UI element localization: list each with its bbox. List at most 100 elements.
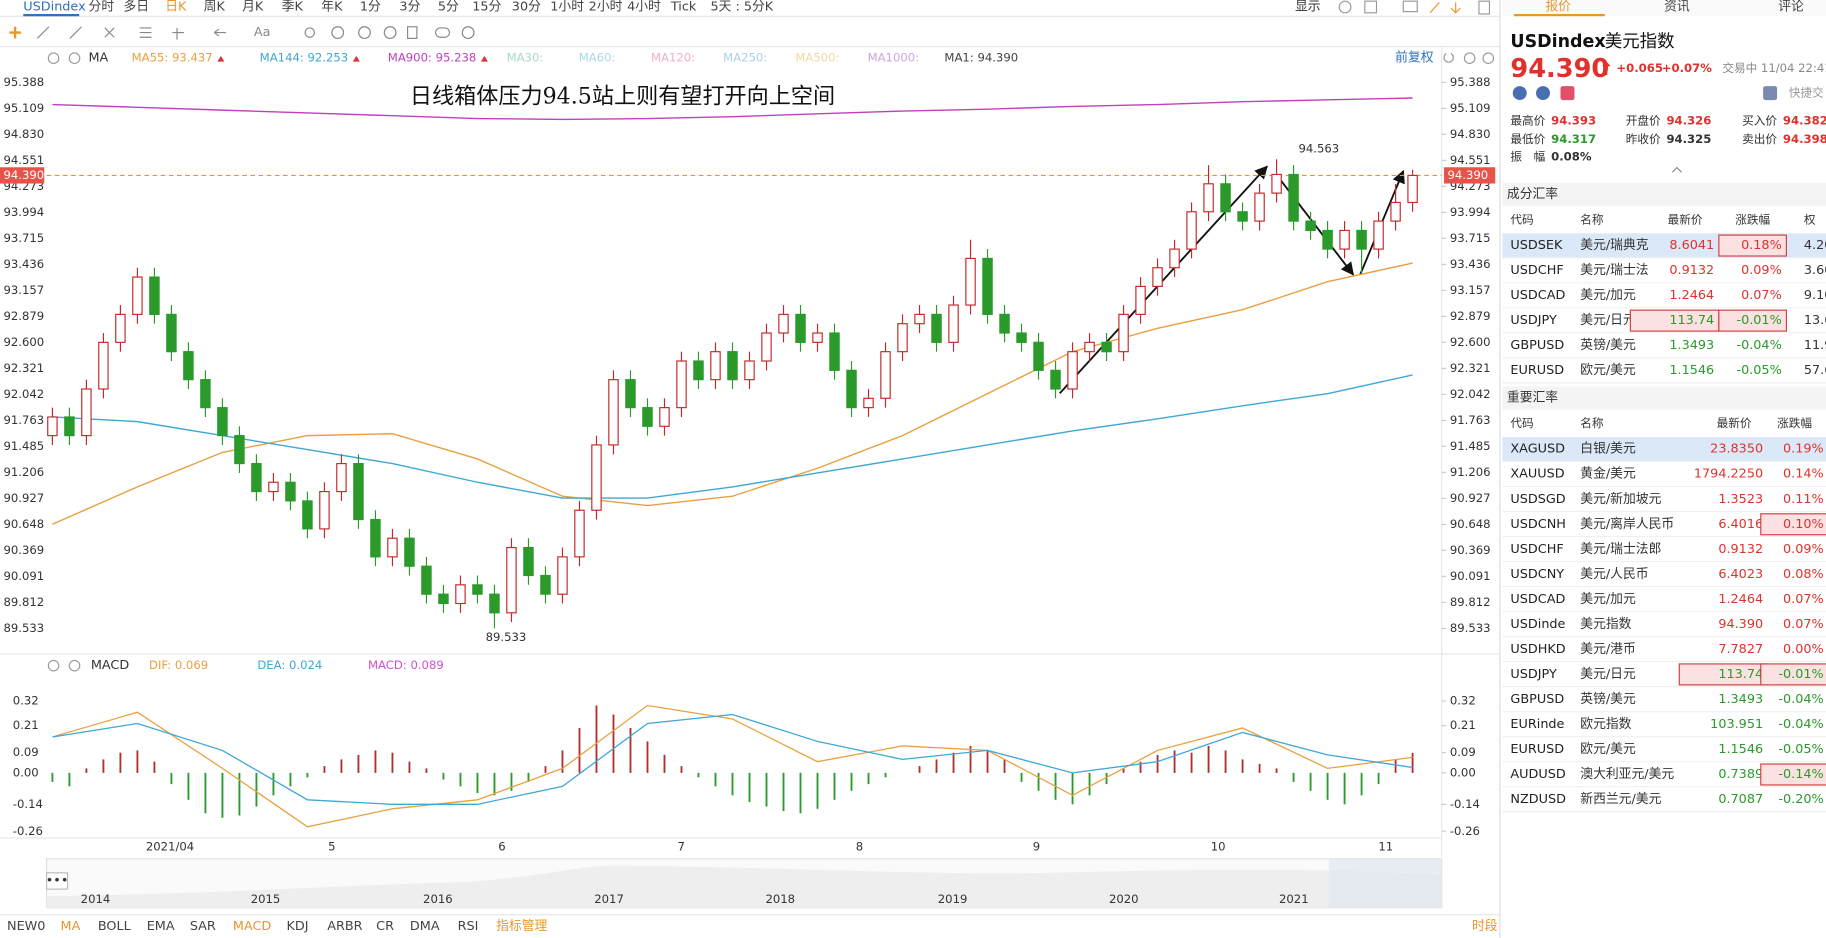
column-header[interactable]: 权	[1804, 212, 1816, 226]
table-cell: 0.08%	[1783, 567, 1824, 582]
column-header[interactable]: 名称	[1580, 212, 1604, 226]
favorite-icon[interactable]	[1560, 86, 1575, 101]
navigator-handle[interactable]	[45, 872, 69, 890]
candle-body	[506, 546, 517, 614]
period-tab[interactable]: 1小时	[550, 0, 584, 14]
period-tab[interactable]: 多日	[123, 0, 149, 14]
stat-label: 昨收价	[1626, 132, 1661, 146]
period-tab[interactable]: 3分	[399, 0, 420, 14]
navigator-year: 2018	[765, 892, 795, 906]
period-tab[interactable]: 季K	[282, 0, 304, 14]
table-cell: 0.9132	[1718, 542, 1763, 557]
bell-icon[interactable]	[1763, 86, 1778, 101]
period-tab[interactable]: 1分	[360, 0, 381, 14]
period-tab[interactable]: 年K	[321, 0, 343, 14]
table-cell[interactable]: USDCAD	[1510, 288, 1565, 303]
period-tab[interactable]: 分时	[89, 0, 115, 14]
table-cell[interactable]: GBPUSD	[1510, 692, 1564, 707]
table-cell[interactable]: EURUSD	[1510, 363, 1564, 378]
navigator-year: 2015	[251, 892, 281, 906]
panel-tab[interactable]: 报价	[1545, 0, 1571, 14]
table-cell[interactable]: USDCHF	[1510, 263, 1563, 278]
period-tab[interactable]: 周K	[204, 0, 226, 14]
table-cell[interactable]: EURinde	[1510, 717, 1564, 732]
table-cell[interactable]: USDSEK	[1510, 238, 1563, 253]
period-tab[interactable]: Tick	[670, 0, 697, 14]
quick-trade[interactable]: 快捷交	[1789, 86, 1824, 100]
candle-body	[659, 407, 670, 427]
table-cell[interactable]: USDSGD	[1510, 492, 1565, 507]
last-price-label: 94.390	[3, 168, 44, 182]
symbol-tab[interactable]: USDindex	[23, 0, 86, 14]
table-cell[interactable]: EURUSD	[1510, 742, 1564, 757]
table-cell[interactable]: USDCNY	[1510, 567, 1564, 582]
action-icon[interactable]	[1536, 86, 1551, 101]
period-tab[interactable]: 4小时	[627, 0, 661, 14]
adjust-button[interactable]: 前复权	[1395, 50, 1434, 66]
table-cell: -0.04%	[1778, 692, 1823, 707]
annotation: 日线箱体压力94.5站上则有望打开向上空间	[410, 84, 835, 110]
indicator-tab[interactable]: ARBR	[327, 919, 362, 934]
table-cell[interactable]: USDCAD	[1510, 592, 1565, 607]
table-cell[interactable]: USDJPY	[1510, 667, 1557, 682]
indicator-tab[interactable]: MACD	[233, 919, 272, 934]
candle-body	[676, 360, 687, 409]
panel-tab[interactable]: 资讯	[1664, 0, 1690, 14]
table-cell[interactable]: NZDUSD	[1510, 792, 1566, 807]
indicator-tab[interactable]: CR	[376, 919, 394, 934]
collapse-caret[interactable]	[1671, 166, 1683, 173]
indicator-name[interactable]: MACD	[91, 658, 130, 673]
text-tool[interactable]: Aa	[254, 25, 271, 40]
table-cell: 1.1546	[1669, 363, 1714, 378]
quote-change: +0.065	[1616, 61, 1663, 75]
table-cell[interactable]: USDJPY	[1510, 313, 1557, 328]
candle-body	[183, 351, 194, 381]
indicator-tab[interactable]: SAR	[190, 919, 216, 934]
period-tab[interactable]: 30分	[512, 0, 541, 14]
window-icons[interactable]	[47, 0, 1495, 672]
indicator-tab[interactable]: 指标管理	[496, 919, 547, 934]
quote-status: 交易中 11/04 22:41(	[1722, 61, 1826, 75]
session-button[interactable]: 时段	[1472, 919, 1498, 934]
table-cell[interactable]: USDHKD	[1510, 642, 1565, 657]
table-cell: 美元/日元	[1580, 313, 1636, 328]
indicator-tab[interactable]: KDJ	[286, 919, 308, 934]
navigator-window[interactable]	[1328, 858, 1442, 908]
column-header[interactable]: 代码	[1510, 416, 1533, 430]
indicator-tab[interactable]: MA	[61, 919, 81, 934]
table-cell[interactable]: AUDUSD	[1510, 767, 1565, 782]
indicator-tab[interactable]: EMA	[147, 919, 175, 934]
column-header[interactable]: 最新价	[1668, 212, 1703, 226]
indicator-tab[interactable]: RSI	[458, 919, 479, 934]
indicator-tab[interactable]: NEW0	[7, 919, 45, 934]
period-tab[interactable]: 月K	[242, 0, 264, 14]
period-tab[interactable]: 日K	[165, 0, 187, 14]
table-cell[interactable]: XAUUSD	[1510, 467, 1564, 482]
column-header[interactable]: 涨跌幅	[1735, 212, 1770, 226]
period-tab[interactable]: 5天 : 5分K	[710, 0, 773, 14]
indicator-name[interactable]: MA	[89, 51, 109, 66]
candle-body	[863, 397, 874, 409]
display-button[interactable]: 显示	[1295, 0, 1321, 14]
column-header[interactable]: 代码	[1510, 212, 1533, 226]
table-cell[interactable]: USDCHF	[1510, 542, 1563, 557]
column-header[interactable]: 涨跌幅	[1777, 416, 1812, 430]
column-header[interactable]: 名称	[1580, 416, 1604, 430]
action-icon[interactable]	[1512, 86, 1527, 101]
panel-tab[interactable]: 评论	[1778, 0, 1804, 14]
period-tab[interactable]: 15分	[472, 0, 501, 14]
candle-body	[1237, 211, 1248, 222]
period-tab[interactable]: 2小时	[589, 0, 623, 14]
table-cell[interactable]: USDCNH	[1510, 517, 1566, 532]
y-tick-label: 95.109	[1450, 101, 1491, 115]
column-header[interactable]: 最新价	[1717, 416, 1752, 430]
drawing-tools[interactable]	[9, 26, 475, 40]
indicator-tab[interactable]: DMA	[410, 919, 440, 934]
table-cell[interactable]: GBPUSD	[1510, 338, 1564, 353]
table-cell[interactable]: XAGUSD	[1510, 442, 1565, 457]
indicator-tab[interactable]: BOLL	[98, 919, 132, 934]
y-tick-label: 93.157	[3, 283, 44, 297]
period-tab[interactable]: 5分	[438, 0, 459, 14]
table-cell[interactable]: USDinde	[1510, 617, 1565, 632]
